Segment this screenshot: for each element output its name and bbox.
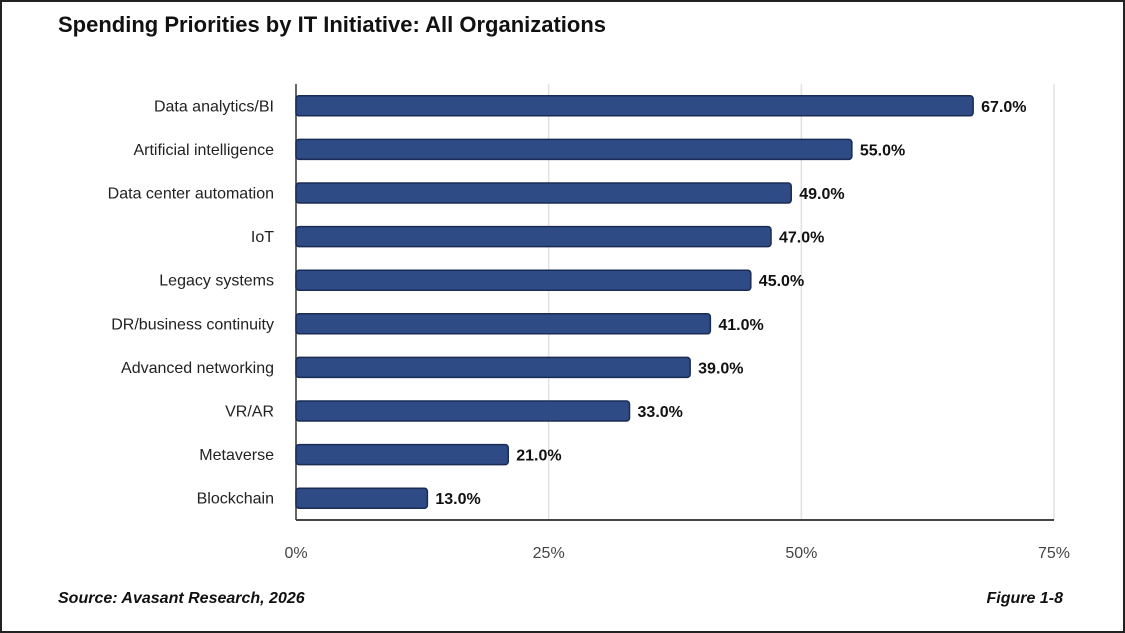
- data-label: 39.0%: [698, 360, 743, 377]
- bar: [295, 487, 429, 509]
- x-tick-label: 0%: [284, 545, 307, 562]
- category-label: Data center automation: [108, 186, 274, 203]
- x-tick-label: 75%: [1038, 545, 1070, 562]
- bar: [295, 400, 631, 422]
- bar: [295, 443, 509, 466]
- data-label: 49.0%: [799, 186, 844, 203]
- data-label: 67.0%: [981, 99, 1026, 116]
- chart-title: Spending Priorities by IT Initiative: Al…: [58, 12, 607, 37]
- data-label: 21.0%: [516, 448, 561, 465]
- bar: [295, 269, 752, 291]
- bar: [295, 182, 792, 204]
- category-label: VR/AR: [225, 404, 274, 421]
- data-label: 41.0%: [718, 317, 763, 334]
- x-tick-label: 25%: [533, 545, 565, 562]
- data-label: 33.0%: [638, 404, 683, 421]
- bar: [295, 138, 853, 161]
- data-label: 13.0%: [435, 491, 480, 508]
- category-label: IoT: [251, 229, 274, 246]
- x-tick-label: 50%: [785, 545, 817, 562]
- category-label: Artificial intelligence: [133, 142, 274, 159]
- bar: [295, 313, 712, 335]
- category-label: Data analytics/BI: [154, 98, 274, 115]
- bar: [295, 95, 974, 117]
- figure-label: Figure 1-8: [986, 590, 1063, 607]
- data-label: 55.0%: [860, 142, 905, 159]
- data-label: 45.0%: [759, 273, 804, 290]
- source-note: Source: Avasant Research, 2026: [58, 590, 305, 607]
- category-label: Blockchain: [197, 491, 274, 508]
- data-label: 47.0%: [779, 230, 824, 247]
- category-label: Advanced networking: [121, 360, 274, 377]
- bar: [295, 225, 772, 248]
- category-label: DR/business continuity: [111, 316, 274, 333]
- category-label: Metaverse: [199, 447, 274, 464]
- bar: [295, 356, 691, 379]
- category-label: Legacy systems: [159, 273, 274, 290]
